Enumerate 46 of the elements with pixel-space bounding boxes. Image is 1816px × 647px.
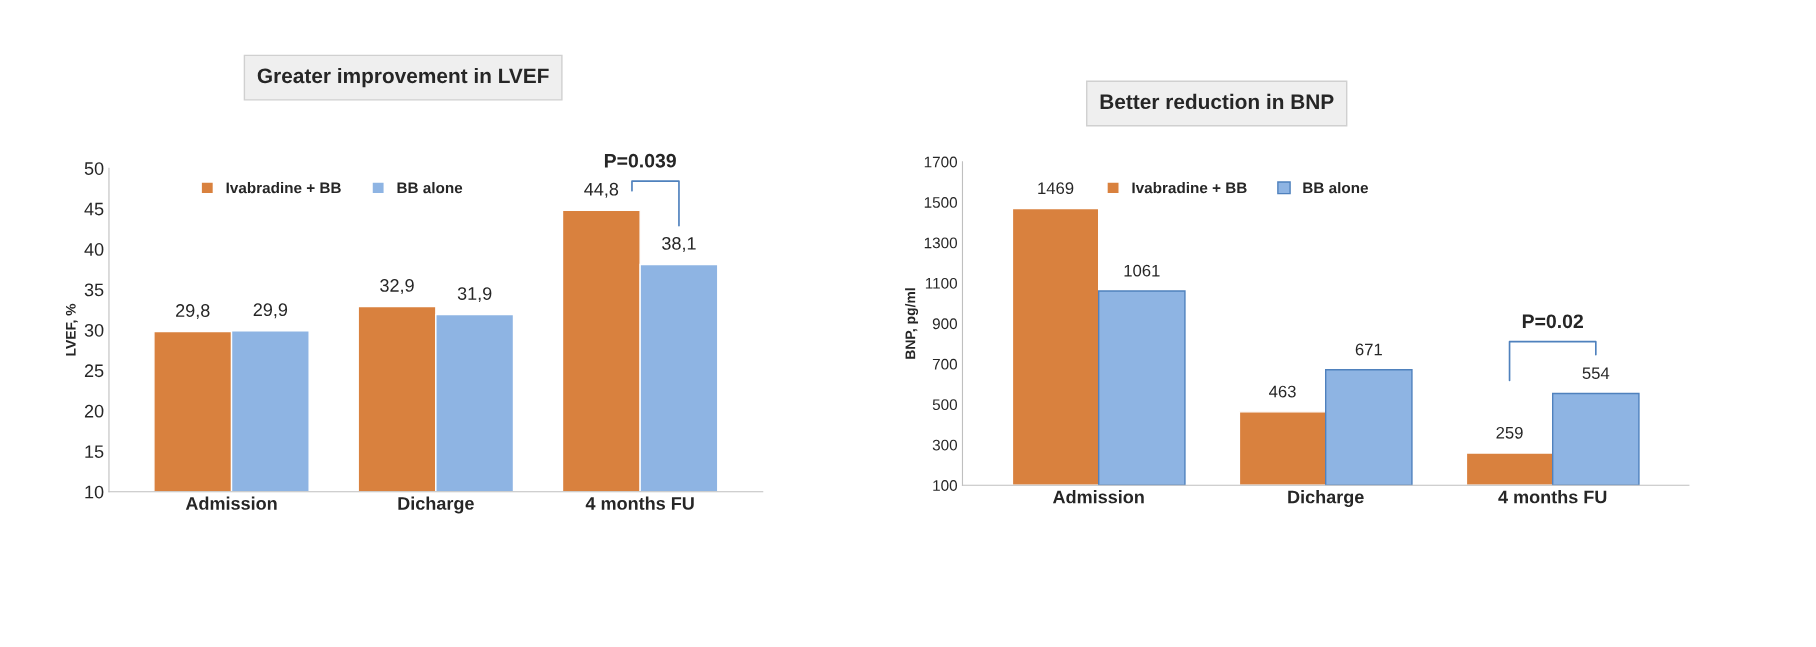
y-tick-label: 30 — [84, 323, 104, 337]
y-tick-label: 1500 — [924, 197, 958, 208]
chart-title: Better reduction in BNP — [1100, 93, 1334, 110]
y-tick-label: 500 — [932, 399, 958, 411]
x-tick-label: 4 months FU — [1498, 490, 1607, 504]
data-label: 671 — [1355, 343, 1382, 356]
y-tick-label: 35 — [84, 283, 104, 297]
y-tick-label: 1700 — [924, 156, 958, 168]
data-label: 554 — [1582, 367, 1610, 380]
y-tick-label: 1100 — [925, 277, 958, 289]
y-tick-label: 1300 — [924, 237, 958, 249]
y-axis-title: BNP, pg/ml — [905, 288, 919, 359]
y-tick-label: 50 — [84, 162, 104, 175]
legend-label: BB alone — [1303, 182, 1369, 194]
legend-label: Ivabradine + BB — [1132, 182, 1247, 194]
y-tick-label: 40 — [84, 243, 104, 256]
y-tick-label: 45 — [84, 202, 104, 216]
x-tick-label: Admission — [185, 496, 277, 510]
data-label: 31,9 — [457, 287, 492, 303]
y-tick-label: 100 — [933, 480, 958, 491]
y-axis-title: LVEF, % — [65, 303, 78, 356]
y-tick-label: 20 — [84, 404, 104, 418]
chart-title: Greater improvement in LVEF — [257, 67, 549, 88]
data-label: 259 — [1496, 426, 1523, 439]
text: P=0.039 — [604, 153, 676, 168]
data-label: 1469 — [1038, 182, 1074, 195]
x-tick-label: Admission — [1052, 490, 1144, 504]
y-tick-label: 700 — [932, 358, 958, 370]
y-tick-label: 10 — [85, 485, 104, 499]
x-tick-label: Dicharge — [1288, 490, 1364, 508]
data-label: 44,8 — [584, 182, 619, 198]
data-label: 29,9 — [253, 303, 288, 319]
data-label: 38,1 — [662, 237, 696, 252]
data-label: 1061 — [1124, 264, 1160, 277]
data-label: 463 — [1269, 385, 1296, 398]
data-label: 29,8 — [176, 304, 210, 320]
legend-label: Ivabradine + BB — [226, 182, 341, 194]
annotation: P=0.02 — [1522, 314, 1583, 329]
legend-label: BB alone — [397, 182, 463, 194]
x-tick-label: Dicharge — [398, 496, 474, 514]
y-tick-label: 15 — [85, 445, 104, 458]
x-tick-label: 4 months FU — [585, 496, 694, 510]
y-tick-label: 25 — [84, 364, 104, 378]
y-tick-label: 900 — [932, 318, 958, 330]
y-tick-label: 300 — [932, 439, 958, 451]
data-label: 32,9 — [380, 279, 414, 294]
